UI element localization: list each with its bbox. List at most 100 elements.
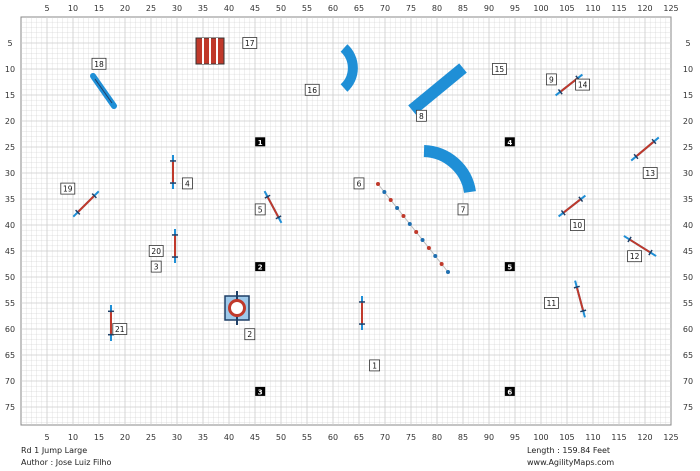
- number-label-box: [642, 167, 658, 179]
- number-label: 17: [245, 39, 255, 48]
- number-label-box: [544, 297, 559, 309]
- number-label: 20: [151, 247, 161, 256]
- x-axis-bottom: 5 10 15 20 25 30 35 40 45 50 55 60 65 70 75 80 85 90 95 100…: [44, 433, 678, 442]
- jump-bar: [267, 196, 279, 218]
- x-tick-label-bottom: 95: [510, 433, 520, 442]
- y-tick-label-left: 45: [5, 247, 15, 256]
- y-tick-label-right: 60: [683, 325, 693, 334]
- y-tick-label-left: 20: [5, 117, 15, 126]
- jump-13: [630, 136, 660, 162]
- number-label: 8: [419, 112, 424, 121]
- x-tick-label-top: 75: [406, 4, 416, 13]
- y-tick-label-right: 10: [683, 65, 693, 74]
- y-tick-label-right: 65: [683, 351, 693, 360]
- y-tick-label-left: 65: [5, 351, 15, 360]
- jump-stand: [633, 153, 639, 160]
- x-tick-label-top: 65: [354, 4, 364, 13]
- number-label: 5: [258, 205, 263, 214]
- x-tick-label-bottom: 110: [585, 433, 600, 442]
- jump-stand: [557, 88, 563, 95]
- start-position-markers: 1 2 3 4 5 6: [255, 137, 515, 396]
- weave-pole: [382, 190, 387, 194]
- x-tick-label-top: 95: [510, 4, 520, 13]
- start-marker-label: 3: [258, 388, 263, 396]
- jump-11: [573, 280, 587, 318]
- jump-stand: [580, 309, 587, 313]
- y-tick-label-left: 75: [5, 403, 15, 412]
- x-tick-label-bottom: 65: [354, 433, 364, 442]
- jump-3: [172, 229, 178, 263]
- number-label-box: [150, 260, 162, 273]
- start-marker-box: [504, 262, 515, 272]
- x-tick-label-top: 25: [146, 4, 156, 13]
- x-tick-label-bottom: 80: [432, 433, 442, 442]
- x-tick-label-bottom: 70: [380, 433, 390, 442]
- x-tick-label-top: 120: [637, 4, 652, 13]
- y-tick-label-right: 5: [685, 39, 690, 48]
- number-label-box: [244, 328, 256, 341]
- x-tick-label-top: 60: [328, 4, 338, 13]
- y-tick-label-left: 5: [7, 39, 12, 48]
- x-tick-label-bottom: 55: [302, 433, 312, 442]
- x-tick-label-bottom: 120: [637, 433, 652, 442]
- number-label: 7: [461, 205, 466, 214]
- x-tick-label-top: 125: [663, 4, 678, 13]
- x-tick-label-bottom: 15: [94, 433, 104, 442]
- y-tick-label-left: 10: [5, 65, 15, 74]
- jump-stand: [573, 285, 580, 289]
- y-axis-left: 5 10 15 20 25 30 35 40 45 50 55 60 65 70 75: [5, 39, 15, 412]
- weave-pole: [376, 182, 380, 186]
- x-tick-label-bottom: 90: [484, 433, 494, 442]
- jump-4: [170, 155, 176, 189]
- x-tick-label-bottom: 20: [120, 433, 130, 442]
- y-axis-right: 5 10 15 20 25 30 35 40 45 50 55 60 65 70 75: [683, 39, 693, 412]
- start-marker-box: [255, 386, 266, 396]
- obstacles: [72, 37, 660, 341]
- jump-stand: [651, 138, 657, 145]
- footer-website: www.AgilityMaps.com: [527, 458, 615, 467]
- number-label: 4: [185, 179, 190, 188]
- x-tick-label-top: 5: [44, 4, 49, 13]
- tunnel-7: [423, 145, 476, 194]
- y-tick-label-right: 40: [683, 221, 693, 230]
- x-tick-label-bottom: 40: [224, 433, 234, 442]
- number-label: 15: [495, 65, 505, 74]
- number-label-box: [415, 109, 427, 122]
- number-label-box: [575, 78, 590, 91]
- number-label-box: [353, 177, 365, 190]
- number-label-box: [304, 83, 320, 96]
- number-label-box: [457, 203, 469, 216]
- number-label: 21: [115, 325, 125, 334]
- jump-bar: [629, 239, 651, 253]
- x-tick-label-top: 110: [585, 4, 600, 13]
- x-tick-label-bottom: 85: [458, 433, 468, 442]
- y-tick-label-left: 70: [5, 377, 15, 386]
- x-tick-label-bottom: 35: [198, 433, 208, 442]
- jump-1: [359, 296, 365, 330]
- y-tick-label-left: 35: [5, 195, 15, 204]
- number-label: 6: [357, 179, 362, 188]
- x-tick-label-top: 80: [432, 4, 442, 13]
- y-tick-label-right: 35: [683, 195, 693, 204]
- weave-pole: [414, 230, 419, 234]
- x-tick-label-bottom: 30: [172, 433, 182, 442]
- number-label-box: [148, 245, 164, 257]
- weave-pole: [407, 222, 412, 226]
- jump-12: [623, 235, 657, 257]
- start-marker-box: [504, 137, 515, 147]
- start-marker-label: 6: [507, 388, 512, 396]
- y-tick-label-right: 15: [683, 91, 693, 100]
- number-label-box: [181, 177, 193, 190]
- jump-19: [72, 190, 100, 218]
- x-axis-top: 5 10 15 20 25 30 35 40 45 50 55 60 65 70 75 80 85 90 95 100…: [44, 4, 678, 13]
- jump-bar: [636, 141, 654, 157]
- number-label: 9: [549, 75, 554, 84]
- weave-pole: [426, 246, 431, 250]
- x-tick-label-top: 50: [276, 4, 286, 13]
- x-tick-label-bottom: 75: [406, 433, 416, 442]
- jump-bar: [576, 287, 584, 311]
- x-tick-label-top: 55: [302, 4, 312, 13]
- jump-stand: [264, 194, 271, 199]
